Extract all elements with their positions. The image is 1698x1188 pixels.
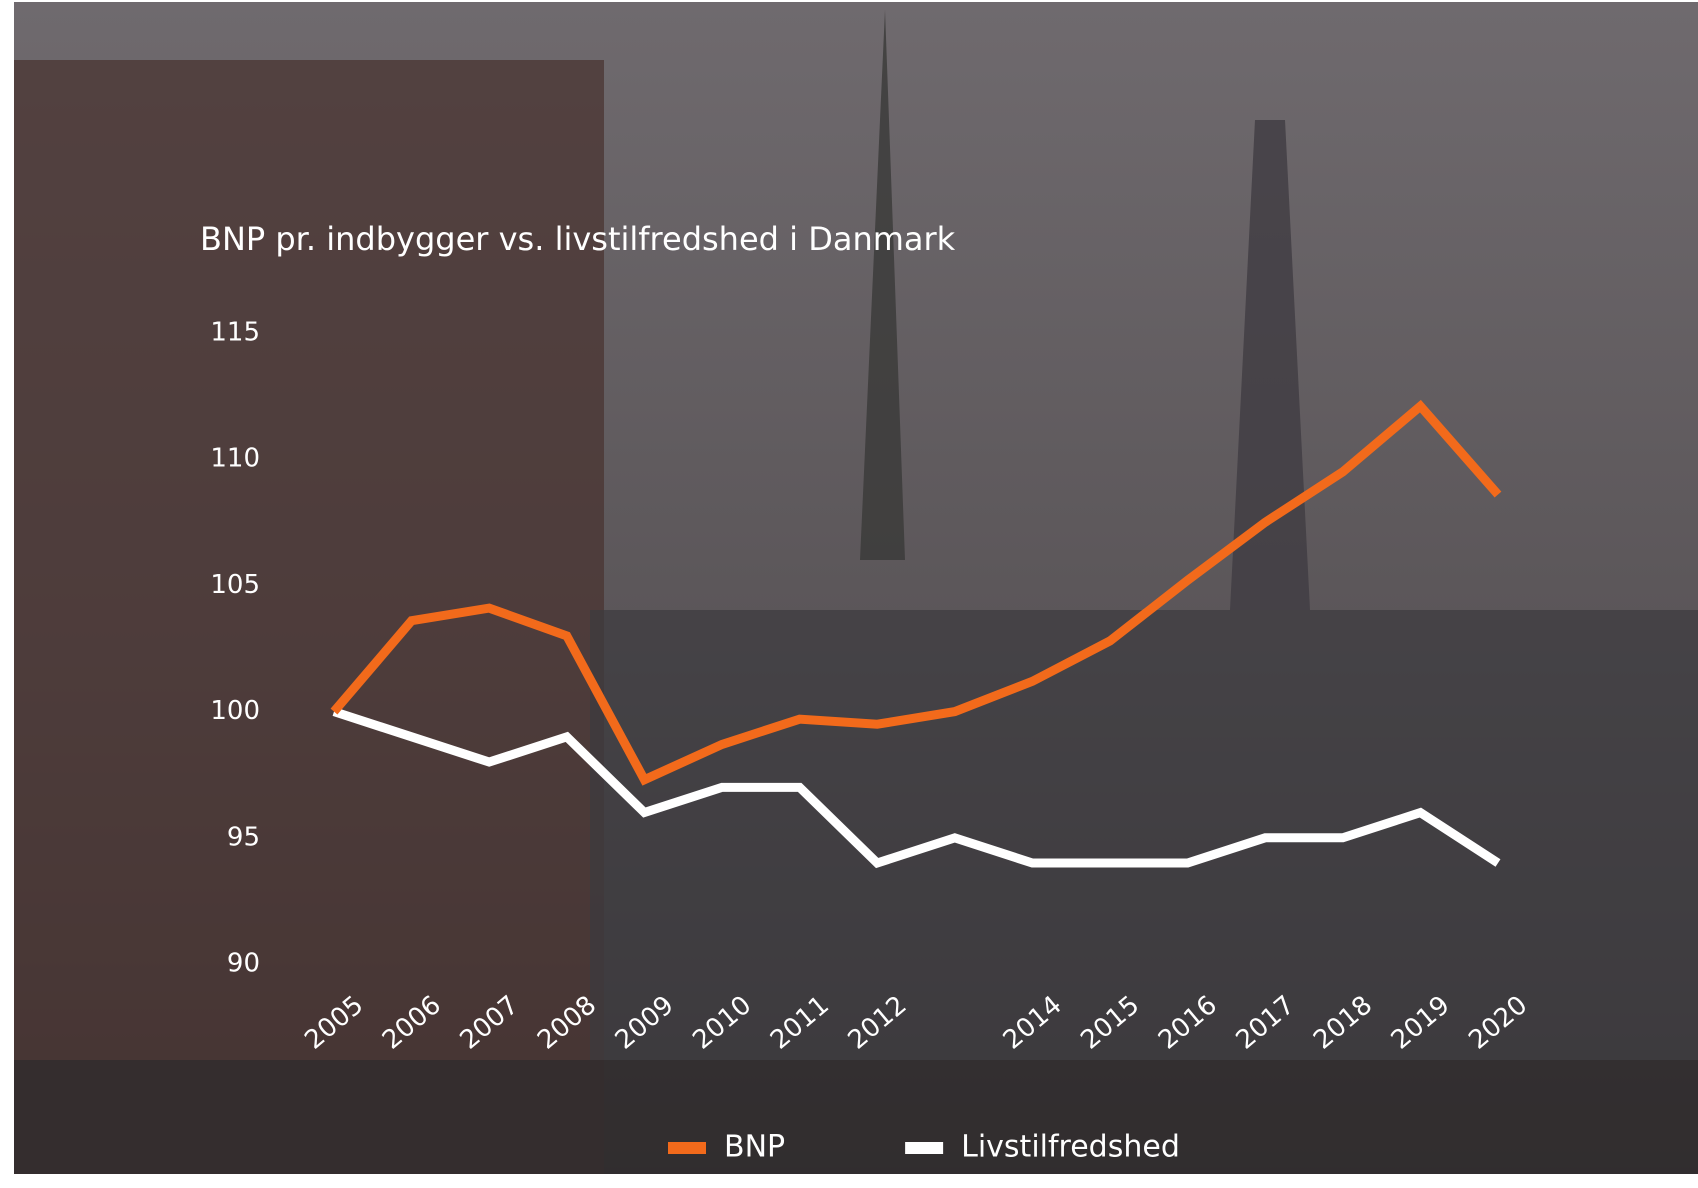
legend-swatch [905,1142,944,1154]
y-tick-label: 95 [227,822,260,852]
legend-label: Livstilfredshed [961,1130,1180,1165]
street [14,1060,1698,1174]
y-tick-label: 100 [210,696,260,726]
line [330,399,1502,786]
spire [860,10,905,560]
y-tick-label: 105 [210,570,260,600]
chart-title: BNP pr. indbygger vs. livstilfredshed i … [200,220,956,258]
legend-swatch [668,1142,706,1154]
legend-label: BNP [724,1130,785,1165]
building [590,610,1698,1060]
line [332,707,1501,869]
y-tick-label: 90 [227,949,260,979]
y-tick-label: 115 [210,318,260,348]
y-tick-label: 110 [210,444,260,474]
legend: BNP Livstilfredshed [668,1130,1180,1165]
tower [1230,120,1310,610]
